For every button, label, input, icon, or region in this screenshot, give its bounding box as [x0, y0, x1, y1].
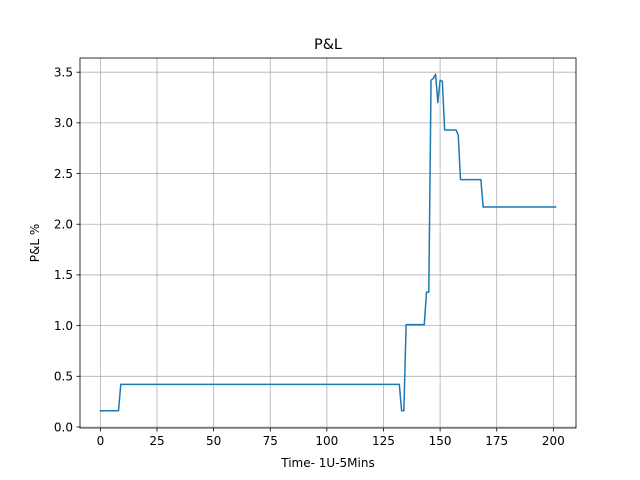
x-tick-label: 200 — [542, 434, 565, 448]
y-axis-label: P&L % — [28, 224, 42, 263]
y-tick-label: 2.5 — [54, 167, 73, 181]
y-tick-label: 2.0 — [54, 218, 73, 232]
pnl-series-line — [99, 73, 557, 412]
x-tick-label: 25 — [149, 434, 164, 448]
chart-title: P&L — [314, 37, 342, 53]
y-tick-label: 1.5 — [54, 268, 73, 282]
y-tick-label: 3.5 — [54, 65, 73, 79]
series-lines — [99, 73, 557, 412]
grid-lines — [80, 58, 576, 428]
plot-area-frame — [79, 57, 577, 429]
axis-ticks: 0 25 50 75 100 125 150 175 200 0.0 0.5 1.0 1.5 2.0 2.5… — [54, 65, 565, 448]
y-tick-label: 1.0 — [54, 319, 73, 333]
y-tick-label: 0.5 — [54, 370, 73, 384]
x-tick-label: 50 — [206, 434, 221, 448]
x-tick-label: 0 — [97, 434, 105, 448]
y-tick-label: 0.0 — [54, 420, 73, 434]
x-tick-label: 100 — [315, 434, 338, 448]
x-tick-label: 150 — [429, 434, 452, 448]
x-tick-label: 75 — [263, 434, 278, 448]
x-axis-label: Time- 1U-5Mins — [280, 456, 374, 470]
y-tick-label: 3.0 — [54, 116, 73, 130]
x-tick-label: 125 — [372, 434, 395, 448]
x-tick-label: 175 — [485, 434, 508, 448]
plot-area-background — [80, 58, 576, 428]
